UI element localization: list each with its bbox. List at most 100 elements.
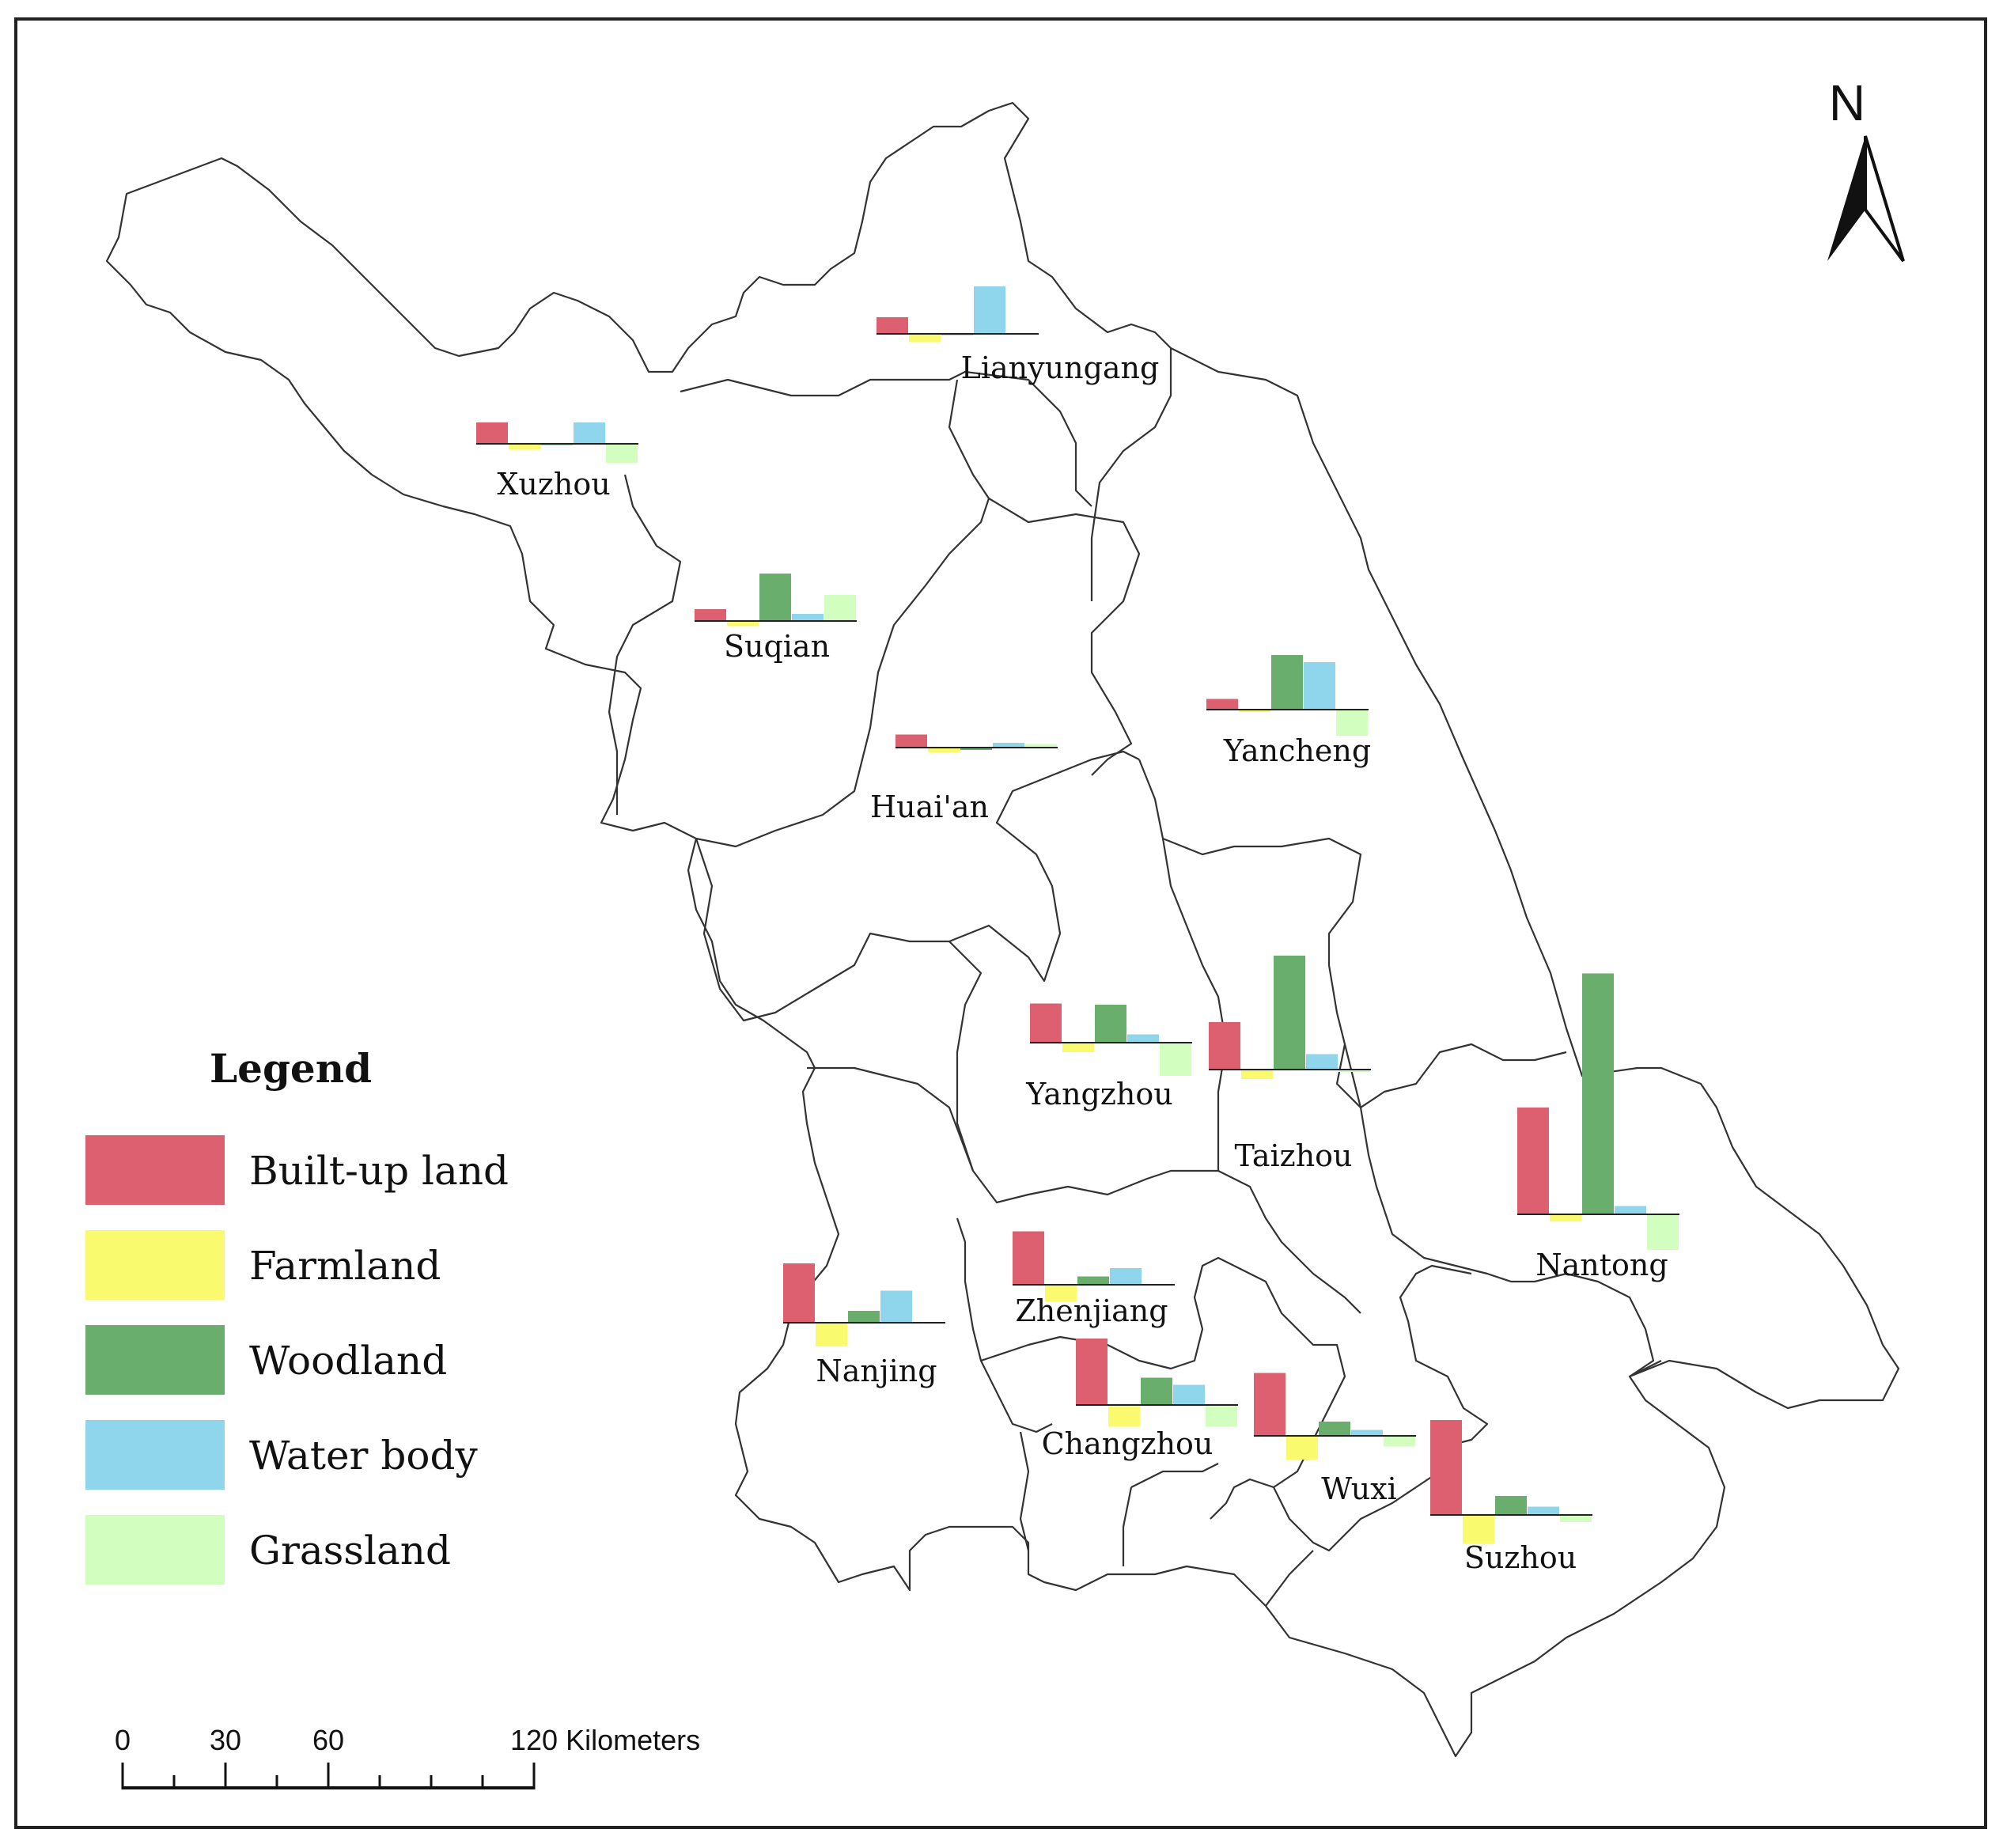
chart-nantong <box>1517 973 1679 1250</box>
bar-wuxi-grassland <box>1384 1436 1415 1447</box>
bar-changzhou-grassland <box>1206 1405 1237 1426</box>
legend-label-water-body: Water body <box>249 1433 478 1479</box>
chart-yancheng <box>1206 655 1369 736</box>
bar-lianyungang-farmland <box>909 334 941 343</box>
scale-label-60: 60 <box>312 1724 344 1756</box>
city-label-nanjing: Nanjing <box>816 1354 937 1388</box>
bar-xuzhou-farmland <box>509 444 540 450</box>
bar-nanjing-woodland <box>848 1311 880 1323</box>
legend-label-woodland: Woodland <box>249 1338 447 1384</box>
boundary-changzhou-wuxi <box>1210 1265 1346 1520</box>
bar-yancheng-grassland <box>1336 710 1368 736</box>
boundary-lyg-yancheng <box>1090 348 1172 601</box>
boundary-suzhou-south <box>1265 1550 1314 1607</box>
bar-xuzhou-built-up-land <box>476 422 508 444</box>
bar-taizhou-grassland <box>1338 1070 1370 1072</box>
city-label-huai-an: Huai'an <box>870 790 989 824</box>
legend-label-farmland: Farmland <box>249 1243 441 1289</box>
north-arrow-left-half <box>1827 136 1865 261</box>
scale-label-0: 0 <box>115 1724 131 1756</box>
bar-xuzhou-grassland <box>606 444 638 463</box>
bar-nantong-grassland <box>1647 1214 1679 1250</box>
chart-suqian <box>695 574 857 626</box>
bar-huai-an-woodland <box>960 748 992 750</box>
bar-changzhou-farmland <box>1108 1405 1140 1426</box>
chart-changzhou <box>1076 1339 1238 1426</box>
bar-suzhou-woodland <box>1495 1496 1527 1515</box>
legend-swatch-grassland <box>85 1515 225 1585</box>
legend-swatch-woodland <box>85 1325 225 1395</box>
bar-yancheng-water-body <box>1304 662 1335 710</box>
bar-taizhou-water-body <box>1306 1054 1338 1070</box>
province-outline <box>105 101 1900 1758</box>
boundary-changzhou-south <box>1019 1431 1219 1566</box>
legend: Legend Built-up land Farmland Woodland Wate… <box>85 1045 509 1585</box>
bar-yangzhou-farmland <box>1062 1043 1094 1052</box>
bar-zhenjiang-built-up-land <box>1013 1231 1044 1285</box>
chart-xuzhou <box>476 422 638 463</box>
north-arrow-right-half <box>1864 135 1905 263</box>
chart-zhenjiang <box>1013 1231 1175 1301</box>
chart-huai-an <box>895 734 1058 752</box>
boundary-taizhou-nantong <box>1343 1043 1655 1377</box>
boundary-huaian-south <box>695 750 1140 1022</box>
city-label-wuxi: Wuxi <box>1321 1471 1397 1506</box>
bar-yancheng-farmland <box>1239 710 1270 712</box>
bar-huai-an-grassland <box>1025 744 1057 748</box>
bar-nantong-farmland <box>1550 1214 1581 1221</box>
bar-nanjing-built-up-land <box>783 1263 815 1323</box>
chart-nanjing <box>783 1263 945 1346</box>
bar-taizhou-built-up-land <box>1209 1022 1240 1070</box>
boundary-suqian-huaian <box>695 379 990 848</box>
bar-wuxi-farmland <box>1286 1436 1318 1460</box>
chart-wuxi <box>1254 1373 1416 1460</box>
boundary-suqian-lianyungang <box>680 370 1092 507</box>
bar-suzhou-grassland <box>1560 1515 1592 1522</box>
city-label-yangzhou: Yangzhou <box>1025 1077 1172 1111</box>
legend-label-grassland: Grassland <box>249 1528 451 1573</box>
city-label-zhenjiang: Zhenjiang <box>1015 1293 1168 1328</box>
city-label-changzhou: Changzhou <box>1042 1426 1214 1461</box>
bar-nanjing-farmland <box>816 1323 847 1346</box>
city-label-nantong: Nantong <box>1535 1248 1668 1282</box>
legend-swatch-water-body <box>85 1420 225 1490</box>
bar-changzhou-woodland <box>1141 1377 1172 1405</box>
city-label-xuzhou: Xuzhou <box>497 467 610 502</box>
bar-wuxi-built-up-land <box>1254 1373 1285 1436</box>
boundary-zhenjiang-changzhou <box>980 1256 1235 1370</box>
bar-yangzhou-grassland <box>1160 1043 1191 1076</box>
city-labels-layer: Lianyungang Xuzhou Suqian Huai'an Yancheng Ya… <box>497 350 1668 1575</box>
bar-suzhou-built-up-land <box>1430 1420 1462 1515</box>
city-label-suzhou: Suzhou <box>1464 1540 1577 1575</box>
city-label-taizhou: Taizhou <box>1234 1138 1352 1173</box>
bar-yancheng-woodland <box>1271 655 1303 710</box>
bar-xuzhou-water-body <box>574 422 605 444</box>
city-label-suqian: Suqian <box>724 629 830 664</box>
bar-suqian-built-up-land <box>695 609 726 621</box>
bar-lianyungang-built-up-land <box>877 317 908 334</box>
boundary-yangzhou-zhenjiang <box>948 941 1218 1204</box>
boundary-taizhou-yancheng <box>1162 837 1567 1109</box>
chart-lianyungang <box>877 286 1039 343</box>
bar-yangzhou-water-body <box>1127 1034 1159 1043</box>
bar-wuxi-water-body <box>1351 1430 1383 1436</box>
bar-yancheng-built-up-land <box>1206 699 1238 710</box>
boundary-suzhou-nantong-river <box>1629 1360 1662 1377</box>
legend-swatch-farmland <box>85 1230 225 1300</box>
bar-changzhou-built-up-land <box>1076 1339 1108 1405</box>
bar-chart-layer <box>476 286 1679 1543</box>
legend-label-built-up-land: Built-up land <box>249 1148 509 1194</box>
bar-huai-an-water-body <box>993 743 1024 748</box>
boundary-huaian-yancheng <box>988 498 1141 776</box>
bar-huai-an-built-up-land <box>895 734 927 748</box>
north-arrow-label: N <box>1829 74 1865 131</box>
legend-title: Legend <box>210 1045 372 1092</box>
bar-nanjing-water-body <box>880 1290 912 1323</box>
bar-yangzhou-woodland <box>1095 1005 1126 1043</box>
bar-zhenjiang-water-body <box>1110 1268 1142 1285</box>
boundary-yangzhou <box>1138 759 1228 1171</box>
scale-label-120-kilometers: 120 Kilometers <box>510 1724 700 1756</box>
chart-taizhou <box>1209 956 1371 1079</box>
bar-zhenjiang-farmland <box>1045 1285 1077 1301</box>
